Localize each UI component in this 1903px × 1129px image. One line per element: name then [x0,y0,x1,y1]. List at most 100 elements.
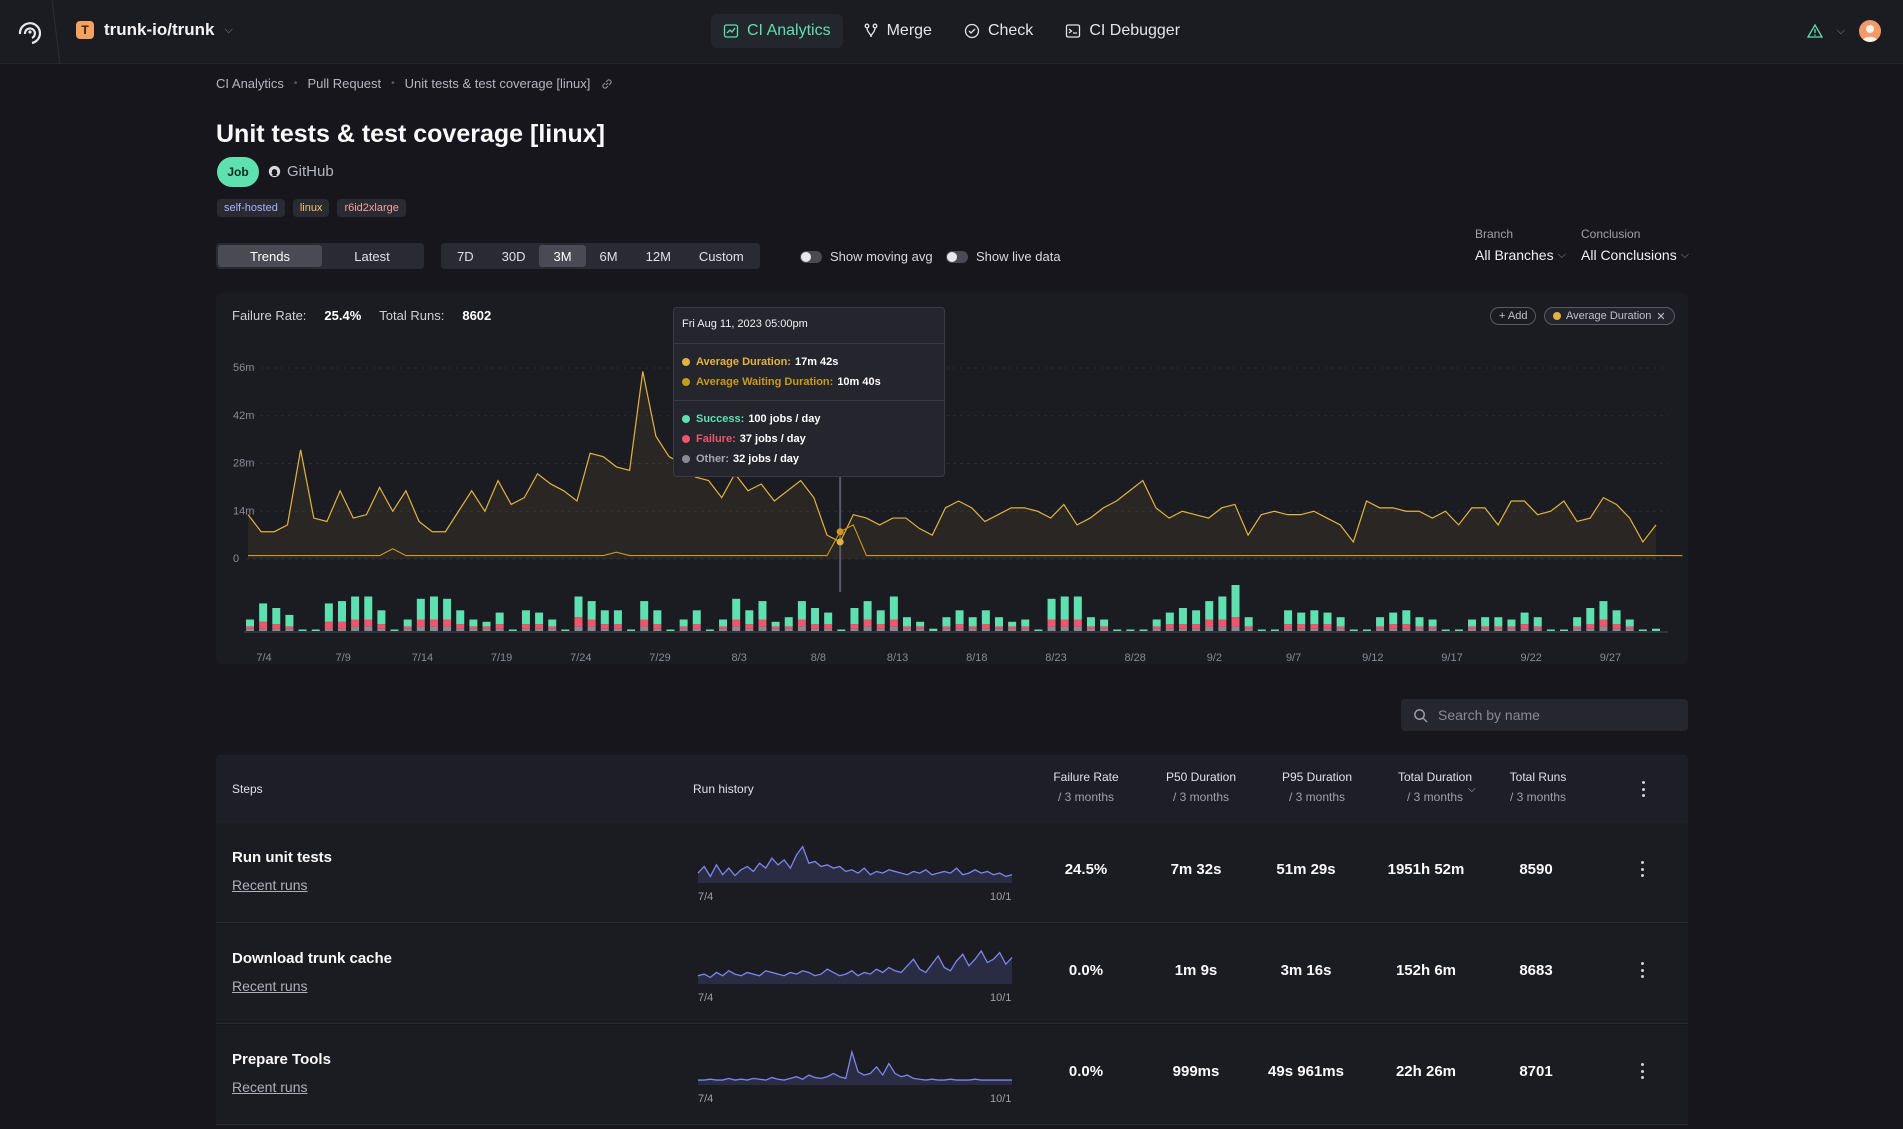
breadcrumb-item[interactable]: Unit tests & test coverage [linux] [404,76,591,91]
close-icon[interactable]: ✕ [1656,310,1666,323]
bar-success [1415,617,1424,627]
legend-dot [1553,312,1561,320]
range-30d[interactable]: 30D [501,248,526,264]
link-icon[interactable] [600,77,614,91]
bar-failure [1376,626,1385,629]
total-runs-cell: 8590 [1519,861,1553,878]
tag-list: self-hosted linux r6id2xlarge [217,199,406,217]
row-more-icon[interactable] [1634,859,1650,879]
bar-other [521,628,530,631]
tag: self-hosted [217,199,285,217]
branch-select[interactable]: All Branches ⌵ [1475,247,1566,263]
bar-failure [443,619,452,627]
range-6m[interactable]: 6M [599,248,618,264]
bar-other [403,628,412,631]
live-data-toggle[interactable]: Show live data [946,249,1061,264]
bar-failure [1520,624,1529,629]
search-box[interactable] [1401,699,1688,731]
spark-end-label: 10/1 [990,1093,1012,1105]
row-more-icon[interactable] [1634,960,1650,980]
branch-filter[interactable]: Branch All Branches ⌵ [1475,227,1566,263]
failure-rate-cell: 24.5% [1064,861,1108,878]
bar-success [1454,629,1463,631]
spark-end-label: 10/1 [990,891,1012,903]
moving-avg-toggle[interactable]: Show moving avg [800,249,933,264]
toggle-switch[interactable] [946,250,968,263]
bar-success [1573,617,1582,627]
run-history-sparkline[interactable] [696,841,1014,887]
chevron-down-icon[interactable]: ⌵ [1836,24,1845,37]
tab-trends[interactable]: Trends [218,245,322,267]
header-total-runs[interactable]: Total Runs / 3 months [1488,770,1588,804]
total-runs-cell: 8701 [1519,1063,1553,1080]
recent-runs-link[interactable]: Recent runs [232,877,308,893]
bar-success [1533,617,1542,627]
range-custom[interactable]: Custom [698,248,744,264]
bar-success [548,619,557,627]
alert-triangle-icon[interactable] [1806,23,1823,39]
header-steps[interactable]: Steps [232,782,263,796]
table-row[interactable]: Run unit tests Recent runs 7/4 10/1 24.5… [216,823,1688,923]
bar-other [719,628,728,631]
search-input[interactable] [1438,707,1678,723]
bar-other [1376,628,1385,631]
bar-other [1165,628,1174,631]
filter-value: All Branches [1475,247,1554,263]
trend-chart[interactable]: 56m 42m 28m 14m 0 7/4 7/9 7/14 7/19 7/24 7/29 8/3 8/… [216,350,1686,664]
conclusion-filter[interactable]: Conclusion All Conclusions ⌵ [1581,227,1689,263]
row-more-icon[interactable] [1634,1061,1650,1081]
bar-success [824,612,833,625]
trunk-logo-icon[interactable] [14,16,46,48]
toggle-switch[interactable] [800,250,822,263]
conclusion-select[interactable]: All Conclusions ⌵ [1581,247,1689,263]
table-row[interactable]: Prepare Tools Recent runs 7/4 10/1 0.0% … [216,1025,1688,1125]
bar-failure [469,626,478,629]
breadcrumb-separator: • [391,78,395,89]
hover-point [836,528,844,536]
tooltip-value: 10m 40s [837,376,881,388]
header-sub: / 3 months [1288,790,1346,804]
step-name[interactable]: Prepare Tools [232,1051,331,1068]
user-avatar[interactable] [1859,20,1881,42]
range-12m[interactable]: 12M [645,248,671,264]
filter-label: Branch [1475,227,1514,241]
run-history-sparkline[interactable] [696,1043,1014,1089]
header-p50-duration[interactable]: P50 Duration / 3 months [1151,770,1251,804]
bar-other [1192,628,1201,631]
header-p95-duration[interactable]: P95 Duration / 3 months [1267,770,1367,804]
recent-runs-link[interactable]: Recent runs [232,978,308,994]
table-row[interactable]: Download trunk cache Recent runs 7/4 10/… [216,924,1688,1024]
recent-runs-link[interactable]: Recent runs [232,1079,308,1095]
nav-merge[interactable]: Merge [851,14,944,48]
range-3m[interactable]: 3M [539,245,586,267]
nav-check[interactable]: Check [952,14,1045,48]
steps-table-header: Steps Run history Failure Rate / 3 months… [216,755,1688,823]
run-history-sparkline[interactable] [696,942,1014,988]
bar-success [364,596,373,620]
org-switcher[interactable]: T trunk-io/trunk ⌵ [76,20,233,40]
bar-other [364,626,373,631]
step-name[interactable]: Run unit tests [232,849,332,866]
header-failure-rate[interactable]: Failure Rate / 3 months [1036,770,1136,804]
breadcrumb-item[interactable]: Pull Request [307,76,382,91]
bar-other [784,628,793,631]
header-total-duration[interactable]: Total Duration / 3 months [1380,770,1490,804]
more-options-icon[interactable] [1642,779,1650,799]
bar-success [1402,610,1411,625]
bar-success [1205,601,1214,620]
breadcrumb-item[interactable]: CI Analytics [216,76,284,91]
nav-ci-analytics[interactable]: CI Analytics [711,14,843,48]
tab-latest[interactable]: Latest [354,248,390,264]
bar-other [1008,628,1017,631]
bar-success [916,621,925,627]
metric-chip[interactable]: Average Duration ✕ [1544,307,1675,325]
bar-success [1218,596,1227,620]
bar-failure [1178,624,1187,629]
range-7d[interactable]: 7D [457,248,474,264]
step-name[interactable]: Download trunk cache [232,950,393,967]
duration-area [248,371,1656,559]
add-metric-button[interactable]: + Add [1490,307,1537,325]
user-icon [1862,25,1878,42]
sort-desc-icon[interactable]: ⌵ [1468,784,1476,795]
nav-ci-debugger[interactable]: CI Debugger [1053,14,1192,48]
